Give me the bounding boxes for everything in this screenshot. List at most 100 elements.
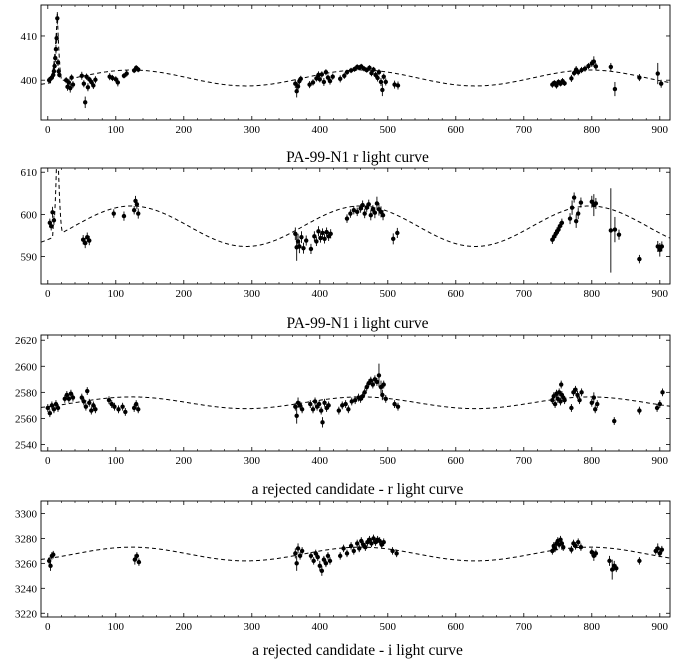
data-point (576, 70, 581, 75)
data-point (371, 536, 376, 541)
data-point (120, 404, 125, 409)
y-tick-label: 2580 (15, 387, 38, 399)
model-curve (41, 13, 670, 87)
data-point (322, 236, 327, 242)
data-point (371, 67, 376, 72)
data-point (351, 207, 356, 213)
y-tick-label: 3220 (15, 608, 38, 620)
data-point (346, 407, 351, 412)
data-point (308, 246, 314, 252)
data-point (381, 539, 386, 545)
x-tick-label: 500 (380, 288, 397, 300)
data-point (123, 409, 128, 415)
data-point (307, 82, 312, 87)
data-point (348, 68, 354, 73)
data-point (607, 558, 612, 564)
data-point (318, 235, 323, 241)
data-point (391, 236, 396, 242)
data-point (69, 75, 74, 80)
x-tick-label: 800 (584, 455, 601, 467)
data-point (53, 47, 59, 52)
data-point (657, 401, 662, 407)
data-point (310, 407, 316, 412)
x-tick-label: 100 (108, 621, 125, 633)
y-tick-label: 2540 (15, 439, 38, 451)
model-curve (41, 546, 670, 562)
data-point (552, 401, 558, 407)
x-tick-label: 0 (45, 288, 51, 300)
data-point (342, 73, 347, 78)
data-point (562, 81, 567, 86)
data-point (571, 70, 577, 76)
x-tick-label: 500 (380, 621, 397, 633)
data-point (344, 70, 350, 75)
data-point (57, 72, 62, 78)
data-point (559, 382, 564, 387)
data-point (363, 544, 368, 550)
data-point (571, 195, 577, 200)
data-point (395, 83, 401, 88)
data-point (343, 401, 348, 407)
data-point (136, 211, 141, 216)
x-tick-label: 900 (652, 621, 669, 633)
data-point (578, 544, 584, 550)
data-point (554, 83, 559, 88)
data-point (89, 408, 94, 413)
data-point (359, 538, 364, 544)
data-point (378, 79, 384, 85)
data-point (321, 79, 327, 85)
data-point (68, 85, 73, 91)
data-point (381, 74, 386, 79)
data-point (324, 229, 329, 235)
data-point (294, 561, 299, 566)
plot-frame (40, 334, 671, 452)
y-tick-label: 2560 (15, 413, 38, 425)
data-point (336, 408, 342, 413)
data-point (134, 202, 140, 207)
data-point (319, 72, 325, 77)
data-point (62, 396, 67, 402)
x-tick-label: 700 (516, 455, 533, 467)
data-point (51, 407, 57, 412)
x-tick-label: 200 (176, 621, 193, 633)
data-point (93, 407, 98, 412)
data-point (79, 395, 85, 400)
x-tick-label: 600 (448, 621, 465, 633)
data-point (317, 77, 322, 82)
x-tick-label: 300 (244, 621, 261, 633)
x-tick-label: 600 (448, 124, 465, 136)
data-point (360, 202, 365, 208)
data-point (55, 16, 60, 21)
data-point (327, 558, 333, 564)
x-tick-label: 800 (584, 621, 601, 633)
y-tick-label: 3280 (15, 533, 38, 545)
data-point (376, 373, 382, 378)
data-point (328, 231, 333, 237)
panel-caption: a rejected candidate - i light curve (252, 642, 463, 659)
data-point (66, 80, 72, 85)
data-point (395, 404, 401, 409)
data-point (355, 541, 360, 546)
data-point (593, 551, 599, 556)
data-point (297, 244, 302, 249)
data-point (374, 379, 380, 385)
data-point (392, 401, 397, 407)
data-point (64, 392, 70, 398)
data-point (637, 256, 642, 262)
data-point (367, 537, 372, 542)
data-point (364, 384, 369, 390)
x-tick-label: 400 (312, 124, 329, 136)
x-tick-label: 100 (108, 455, 125, 467)
x-tick-label: 600 (448, 288, 465, 300)
data-point (355, 209, 360, 215)
data-points (45, 363, 665, 428)
data-point (121, 213, 127, 219)
data-point (368, 378, 373, 383)
data-point (593, 407, 598, 412)
data-point (316, 72, 321, 78)
data-point (340, 403, 345, 408)
x-tick-label: 0 (45, 124, 51, 136)
data-point (575, 392, 580, 398)
y-tick-label: 2600 (15, 361, 38, 373)
x-tick-label: 0 (45, 621, 51, 633)
